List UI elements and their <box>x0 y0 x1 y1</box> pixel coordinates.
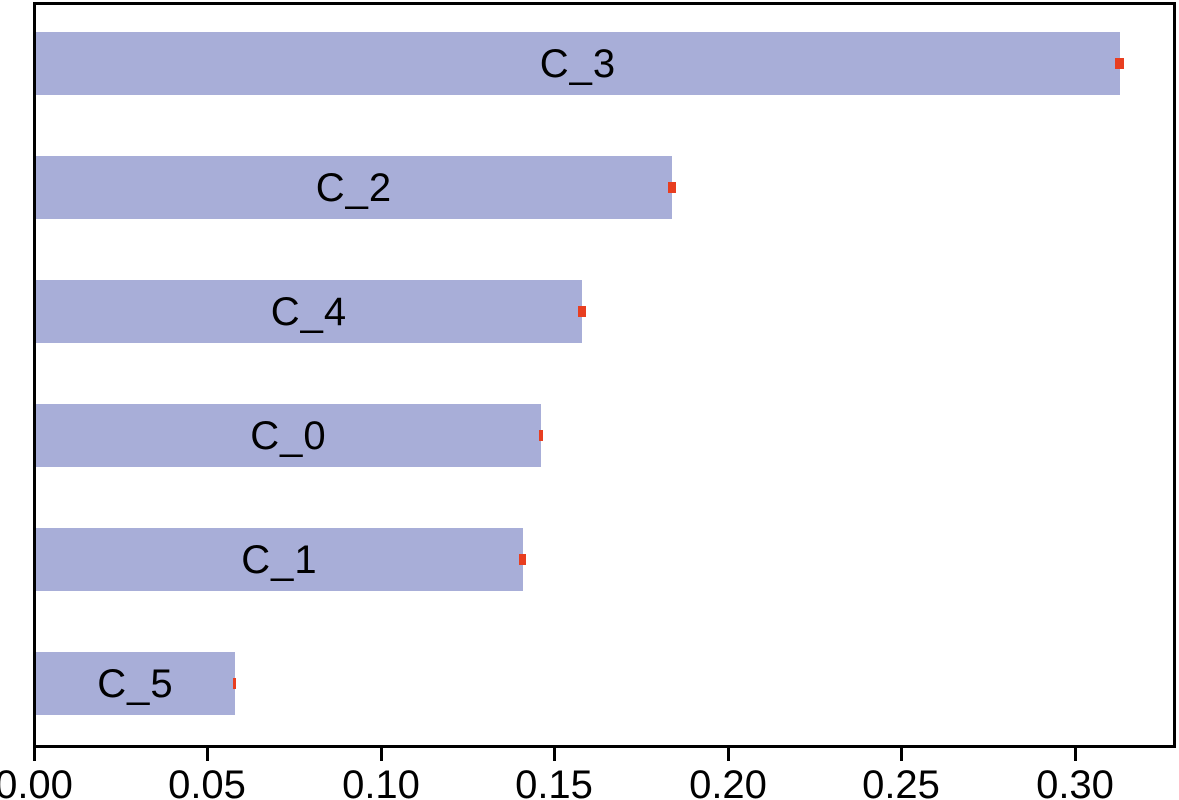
bar: C_2 <box>36 156 672 219</box>
x-axis-tick-label: 0.30 <box>1036 763 1114 800</box>
bar: C_5 <box>36 652 235 715</box>
x-axis-tick <box>33 748 36 761</box>
x-axis-tick <box>380 748 383 761</box>
bar-label: C_1 <box>241 537 318 582</box>
x-axis-tick-label: 0.10 <box>342 763 420 800</box>
bar: C_1 <box>36 528 523 591</box>
x-axis-tick-label: 0.05 <box>168 763 246 800</box>
plot-area: C_3 C_2 C_4 C_0 C_1 C_5 <box>33 2 1176 748</box>
x-axis-tick-label: 0.15 <box>515 763 593 800</box>
error-bar <box>578 306 586 317</box>
bar-label: C_4 <box>270 289 348 334</box>
bar: C_0 <box>36 404 541 467</box>
x-axis-tick-label: 0.00 <box>0 763 73 800</box>
x-axis-tick-label: 0.25 <box>862 763 940 800</box>
bar: C_4 <box>36 280 582 343</box>
bar-label: C_3 <box>539 41 617 86</box>
x-axis-tick <box>900 748 903 761</box>
x-axis-tick <box>727 748 730 761</box>
error-bar <box>539 430 543 441</box>
bar: C_3 <box>36 32 1120 95</box>
error-bar <box>668 182 676 193</box>
error-bar <box>519 554 526 565</box>
error-bar <box>233 678 236 689</box>
bar-label: C_2 <box>315 165 393 210</box>
bar-label: C_0 <box>250 413 327 458</box>
x-axis-tick <box>553 748 556 761</box>
x-axis-tick <box>206 748 209 761</box>
x-axis-tick <box>1074 748 1077 761</box>
bar-label: C_5 <box>97 661 174 706</box>
error-bar <box>1115 58 1124 69</box>
x-axis-tick-label: 0.20 <box>689 763 767 800</box>
